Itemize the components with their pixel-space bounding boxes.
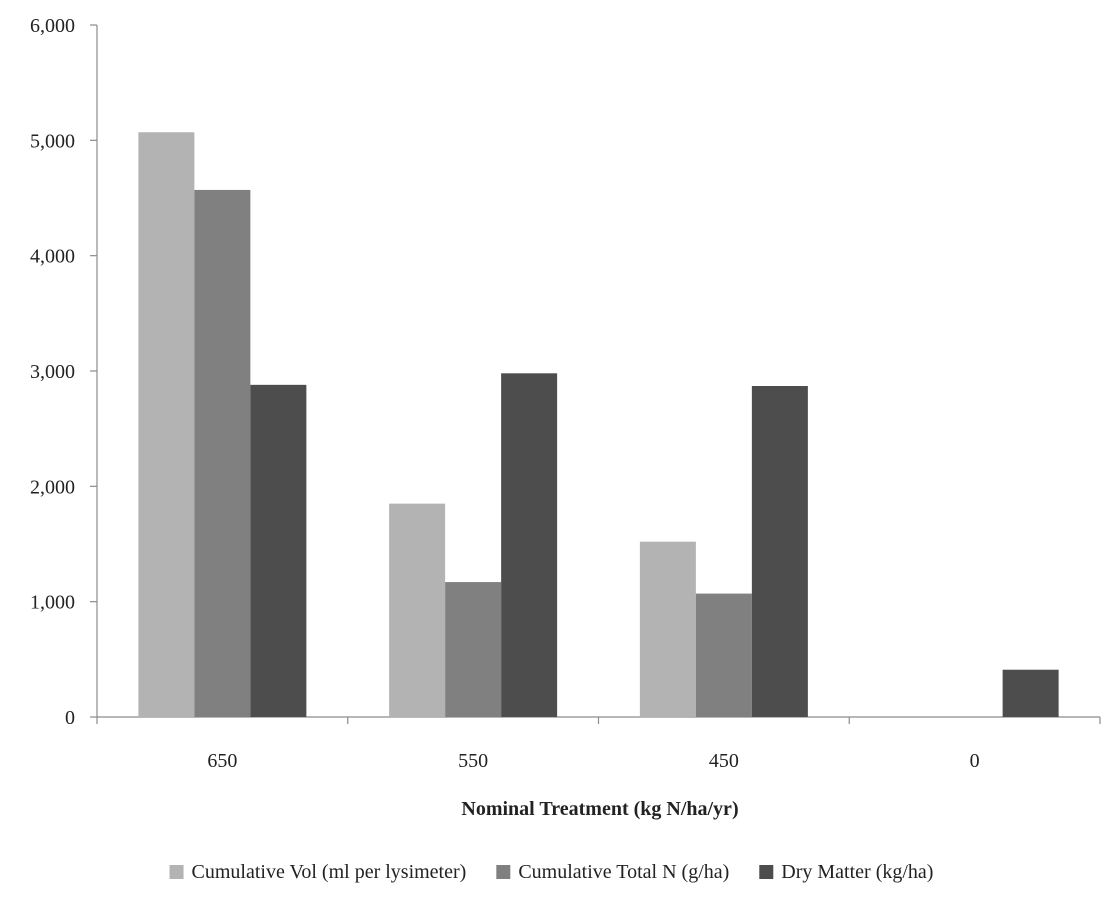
bars [138, 132, 1059, 718]
bar-cumulative-vol-ml-per-lysimeter--550 [389, 503, 446, 717]
bar-cumulative-total-n-g-ha--450 [695, 593, 752, 717]
bar-cumulative-vol-ml-per-lysimeter--450 [639, 541, 696, 717]
bar-dry-matter-kg-ha--650 [250, 384, 307, 717]
y-tick-label: 4,000 [30, 246, 75, 268]
legend-swatch [496, 865, 511, 879]
x-axis-title: Nominal Treatment (kg N/ha/yr) [461, 798, 738, 820]
bar-dry-matter-kg-ha--550 [501, 373, 558, 717]
bar-cumulative-total-n-g-ha--550 [445, 582, 502, 717]
bar-dry-matter-kg-ha--0 [1002, 669, 1059, 717]
y-tick-label: 1,000 [30, 592, 75, 614]
legend-label: Cumulative Vol (ml per lysimeter) [192, 861, 467, 883]
bar-dry-matter-kg-ha--450 [751, 385, 808, 717]
legend-label: Dry Matter (kg/ha) [781, 861, 933, 883]
y-tick-label: 0 [65, 707, 75, 729]
legend-swatch [759, 865, 774, 879]
legend: Cumulative Vol (ml per lysimeter) Cumulat… [169, 861, 933, 883]
y-tick-label: 6,000 [30, 15, 75, 37]
legend-label: Cumulative Total N (g/ha) [518, 861, 729, 883]
legend-item: Dry Matter (kg/ha) [759, 861, 933, 883]
bar-cumulative-vol-ml-per-lysimeter--650 [138, 132, 195, 717]
y-tick-label: 2,000 [30, 476, 75, 498]
bar-cumulative-total-n-g-ha--650 [194, 189, 251, 718]
legend-swatch [169, 865, 184, 879]
x-tick-label: 550 [458, 750, 488, 772]
y-tick-label: 3,000 [30, 361, 75, 383]
legend-item: Cumulative Total N (g/ha) [496, 861, 729, 883]
x-tick-label: 0 [970, 750, 980, 772]
legend-item: Cumulative Vol (ml per lysimeter) [169, 861, 467, 883]
x-tick-label: 650 [207, 750, 237, 772]
y-tick-label: 5,000 [30, 130, 75, 152]
x-tick-label: 450 [709, 750, 739, 772]
y-axis: 0 1,000 2,000 3,000 4,000 5,000 6,000 [30, 15, 98, 729]
x-axis: 650 550 450 0 [96, 716, 1101, 772]
